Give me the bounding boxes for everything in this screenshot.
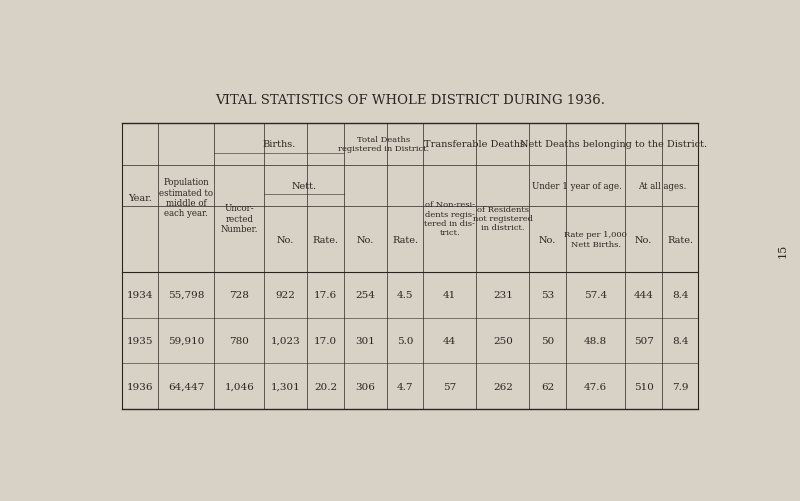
Text: 1935: 1935 [126,336,153,345]
Text: 44: 44 [443,336,456,345]
Text: No.: No. [635,235,652,244]
Text: 62: 62 [541,382,554,391]
Text: 20.2: 20.2 [314,382,337,391]
Text: 41: 41 [443,291,456,300]
Text: 262: 262 [493,382,513,391]
Text: Births.: Births. [262,140,296,149]
Text: 301: 301 [355,336,375,345]
Text: At all ages.: At all ages. [638,182,686,190]
Text: 4.7: 4.7 [397,382,414,391]
Text: 53: 53 [541,291,554,300]
Text: 306: 306 [355,382,375,391]
Text: 1934: 1934 [126,291,153,300]
Text: 1,046: 1,046 [225,382,254,391]
Text: Nett Deaths belonging to the District.: Nett Deaths belonging to the District. [520,140,707,149]
Text: Transferable Deaths.: Transferable Deaths. [424,140,528,149]
Text: 50: 50 [541,336,554,345]
Text: of Non-resi-
dents regis-
tered in dis-
trict.: of Non-resi- dents regis- tered in dis- … [424,201,475,236]
Text: of Residents
not registered
in district.: of Residents not registered in district. [473,205,533,232]
Text: 254: 254 [355,291,375,300]
Text: 47.6: 47.6 [584,382,607,391]
Text: Year.: Year. [128,193,152,202]
Text: 1,023: 1,023 [271,336,301,345]
Text: 510: 510 [634,382,654,391]
Text: 17.0: 17.0 [314,336,337,345]
Text: Total Deaths
registered in District.: Total Deaths registered in District. [338,136,429,153]
Text: No.: No. [277,235,294,244]
Text: 5.0: 5.0 [397,336,414,345]
Text: VITAL STATISTICS OF WHOLE DISTRICT DURING 1936.: VITAL STATISTICS OF WHOLE DISTRICT DURIN… [215,94,605,107]
Text: Rate per 1,000
Nett Births.: Rate per 1,000 Nett Births. [564,231,627,248]
Text: 231: 231 [493,291,513,300]
Text: 55,798: 55,798 [168,291,205,300]
Text: 57.4: 57.4 [584,291,607,300]
Text: 728: 728 [230,291,250,300]
Text: 444: 444 [634,291,654,300]
Text: 17.6: 17.6 [314,291,337,300]
Text: No.: No. [357,235,374,244]
Text: Under 1 year of age.: Under 1 year of age. [533,182,622,190]
Text: 250: 250 [493,336,513,345]
Text: 15: 15 [778,243,787,258]
Text: Rate.: Rate. [392,235,418,244]
Text: 922: 922 [276,291,296,300]
Text: 57: 57 [443,382,456,391]
Text: 780: 780 [230,336,250,345]
Text: 1936: 1936 [126,382,153,391]
Text: Nett.: Nett. [291,182,317,190]
Text: Rate.: Rate. [313,235,338,244]
Text: Rate.: Rate. [667,235,693,244]
Text: 507: 507 [634,336,654,345]
Text: 64,447: 64,447 [168,382,205,391]
Text: Uncor-
rected
Number.: Uncor- rected Number. [221,204,258,233]
Text: Population
estimated to
middle of
each year.: Population estimated to middle of each y… [159,178,214,218]
Text: 8.4: 8.4 [672,291,688,300]
Text: No.: No. [539,235,556,244]
Text: 7.9: 7.9 [672,382,688,391]
Text: 48.8: 48.8 [584,336,607,345]
Text: 59,910: 59,910 [168,336,205,345]
Text: 4.5: 4.5 [397,291,414,300]
Text: 8.4: 8.4 [672,336,688,345]
Text: 1,301: 1,301 [271,382,301,391]
